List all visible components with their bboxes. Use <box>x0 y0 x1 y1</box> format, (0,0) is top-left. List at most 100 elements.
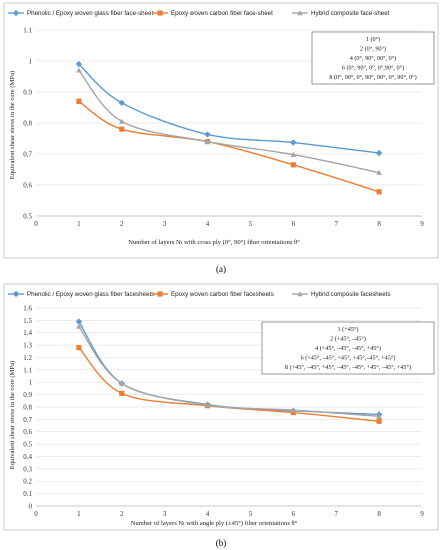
x-tick-label: 9 <box>420 220 424 228</box>
annotation-line: 6 (0°, 90°, 0°, 0°,90°, 0°) <box>342 65 404 72</box>
legend-label: Hybrid composite face-sheet <box>311 10 390 17</box>
series-group <box>75 60 383 195</box>
y-tick-label: 0.9 <box>23 391 32 399</box>
chart-panel-a: 0.5 0.6 0.7 0.8 0.9 1 1.1 0 1 2 3 4 5 6 7 8 9 Phenolic /… <box>3 2 439 259</box>
data-point <box>290 139 297 146</box>
x-tick-label: 6 <box>292 510 296 518</box>
x-tick-label: 2 <box>120 510 124 518</box>
y-tick-label: 0.3 <box>23 465 32 473</box>
series-line <box>78 69 380 174</box>
annotation-line: 1 (+45°) <box>338 326 359 333</box>
annotation-box: 1 (+45°) 2 (+45°, –45°) 4 (+45°, –45°, –45… <box>261 321 435 375</box>
y-axis-label: Equivalent shear stress in the core (MPa… <box>9 71 16 179</box>
annotation-line: 4 (0°, 90°, 90°, 0°) <box>350 55 397 62</box>
data-point <box>75 318 83 325</box>
y-tick-label: 0.1 <box>23 490 32 498</box>
annotation-line: 8 (0°, 90°, 0°, 90°, 90°, 0°, 90°, 0°) <box>329 74 416 81</box>
x-tick-label: 4 <box>206 220 210 228</box>
data-point <box>119 126 125 132</box>
x-tick-label: 4 <box>206 510 210 518</box>
x-tick-label: 5 <box>249 220 253 228</box>
y-tick-label: 0.8 <box>23 403 32 411</box>
x-tick-label: 0 <box>34 510 38 518</box>
data-point <box>290 151 297 157</box>
legend-label: Hybrid composite facesheets <box>311 291 390 298</box>
y-tick-label: 0.5 <box>23 212 32 220</box>
y-tick-label: 0 <box>29 502 33 510</box>
y-tick-label: 1.6 <box>23 304 32 312</box>
x-tick-label: 3 <box>163 510 167 518</box>
y-tick-label: 1 <box>29 57 33 65</box>
y-tick-label: 1 <box>29 379 33 387</box>
legend: Phenolic / Epoxy woven glass fiber face-… <box>8 9 390 17</box>
annotation-line: 2 (+45°, –45°) <box>330 336 366 343</box>
axes: 0 0.1 0.2 0.3 0.4 0.5 0.6 0.7 0.8 0.9 1 1.1 1.2 1.3 1.… <box>23 304 424 518</box>
y-tick-label: 1.5 <box>23 317 32 325</box>
annotation-line: 6 (+45°, –45°, +45°, +45°,–45°, +45°) <box>301 355 396 362</box>
axes: 0.5 0.6 0.7 0.8 0.9 1 1.1 0 1 2 3 4 5 6 7 8 9 <box>23 26 424 228</box>
x-tick-label: 8 <box>377 220 381 228</box>
data-point <box>118 380 125 386</box>
legend-marker <box>12 9 20 17</box>
legend-marker <box>157 10 163 16</box>
data-point <box>204 131 211 138</box>
caption-b: (b) <box>216 538 227 548</box>
y-tick-label: 1.2 <box>23 354 32 362</box>
data-point <box>290 407 297 413</box>
y-tick-label: 0.7 <box>23 416 32 424</box>
legend: Phenolic / Epoxy woven glass fiber faces… <box>8 290 390 298</box>
y-tick-label: 0.9 <box>23 88 32 96</box>
annotation-line: 2 (0°, 90°) <box>360 46 386 53</box>
annotation-frame <box>311 31 435 85</box>
y-tick-label: 0.4 <box>23 453 32 461</box>
x-tick-label: 1 <box>77 220 81 228</box>
data-point <box>204 402 211 408</box>
data-point <box>290 409 296 416</box>
y-tick-label: 0.5 <box>23 441 32 449</box>
x-tick-label: 6 <box>292 220 296 228</box>
y-axis-label: Equivalent shear stress in the core (MPa… <box>9 361 16 469</box>
data-point <box>290 162 296 168</box>
annotation-line: 8 (+45°, –45°, +45°, –45°, –45°, +45°, –… <box>285 364 411 371</box>
legend-marker <box>297 10 303 16</box>
x-axis-label: Number of layers Nₗ with angle ply (±45°… <box>131 520 298 527</box>
x-tick-label: 3 <box>163 220 167 228</box>
y-tick-label: 0.2 <box>23 478 32 486</box>
x-tick-label: 9 <box>420 510 424 518</box>
y-tick-label: 1.3 <box>23 342 32 350</box>
annotation-line: 4 (+45°, –45°, –45°, +45°) <box>315 345 381 352</box>
data-point <box>76 323 82 329</box>
data-point <box>204 138 211 144</box>
x-tick-label: 7 <box>334 220 338 228</box>
y-tick-label: 1.1 <box>23 26 32 34</box>
annotation-line: 1 (0°) <box>366 36 380 43</box>
y-tick-label: 1.1 <box>23 366 32 374</box>
data-point <box>118 99 125 107</box>
data-point <box>376 169 382 175</box>
legend-label: Phenolic / Epoxy woven glass fiber faces… <box>27 291 154 298</box>
data-point <box>376 413 382 419</box>
data-point <box>119 390 125 396</box>
y-tick-label: 0.8 <box>23 119 32 127</box>
chart-border <box>3 283 439 531</box>
x-tick-label: 0 <box>34 220 38 228</box>
data-point <box>118 118 125 124</box>
legend-label: Epoxy woven carbon fiber facesheets <box>171 291 274 298</box>
caption-a: (a) <box>216 264 226 274</box>
x-tick-label: 5 <box>249 510 253 518</box>
data-point <box>375 149 383 157</box>
y-tick-label: 0.6 <box>23 428 32 436</box>
annotation-frame <box>261 321 435 375</box>
data-point <box>76 98 82 104</box>
legend-marker <box>297 291 303 297</box>
chart-panel-b: 0 0.1 0.2 0.3 0.4 0.5 0.6 0.7 0.8 0.9 1 1.1 1.2 1.3 1.… <box>3 283 439 531</box>
data-point <box>75 60 83 68</box>
legend-marker <box>12 290 20 298</box>
series-group <box>75 318 383 424</box>
y-tick-label: 0.6 <box>23 181 32 189</box>
y-tick-label: 1.4 <box>23 329 32 337</box>
series-line <box>78 100 380 193</box>
legend-marker <box>157 291 163 297</box>
annotation-box: 1 (0°) 2 (0°, 90°) 4 (0°, 90°, 90°, 0°) 6 (… <box>311 31 435 85</box>
